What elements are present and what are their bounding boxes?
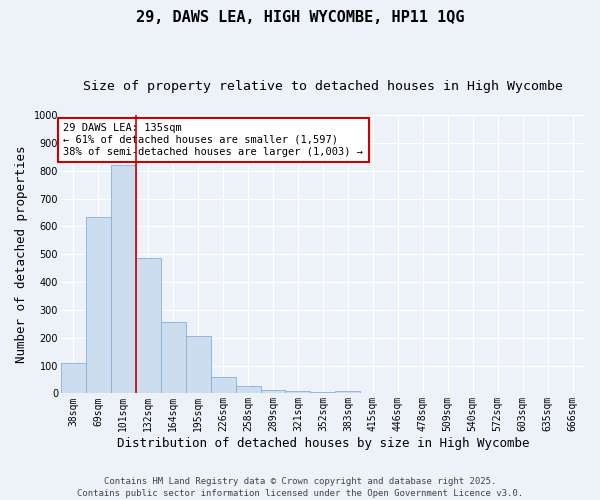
Text: 29, DAWS LEA, HIGH WYCOMBE, HP11 1QG: 29, DAWS LEA, HIGH WYCOMBE, HP11 1QG [136,10,464,25]
Bar [211,376,236,394]
Y-axis label: Number of detached properties: Number of detached properties [15,146,28,363]
Bar [61,363,86,394]
Bar [161,322,185,394]
Bar [86,216,111,394]
Bar [260,390,286,394]
Bar [286,391,310,394]
Bar [236,386,260,394]
Bar [136,258,161,394]
Title: Size of property relative to detached houses in High Wycombe: Size of property relative to detached ho… [83,80,563,93]
Bar [335,391,361,394]
Bar [310,392,335,394]
Bar [185,336,211,394]
Text: 29 DAWS LEA: 135sqm
← 61% of detached houses are smaller (1,597)
38% of semi-det: 29 DAWS LEA: 135sqm ← 61% of detached ho… [64,124,364,156]
X-axis label: Distribution of detached houses by size in High Wycombe: Distribution of detached houses by size … [116,437,529,450]
Text: Contains HM Land Registry data © Crown copyright and database right 2025.
Contai: Contains HM Land Registry data © Crown c… [77,476,523,498]
Bar [111,165,136,394]
